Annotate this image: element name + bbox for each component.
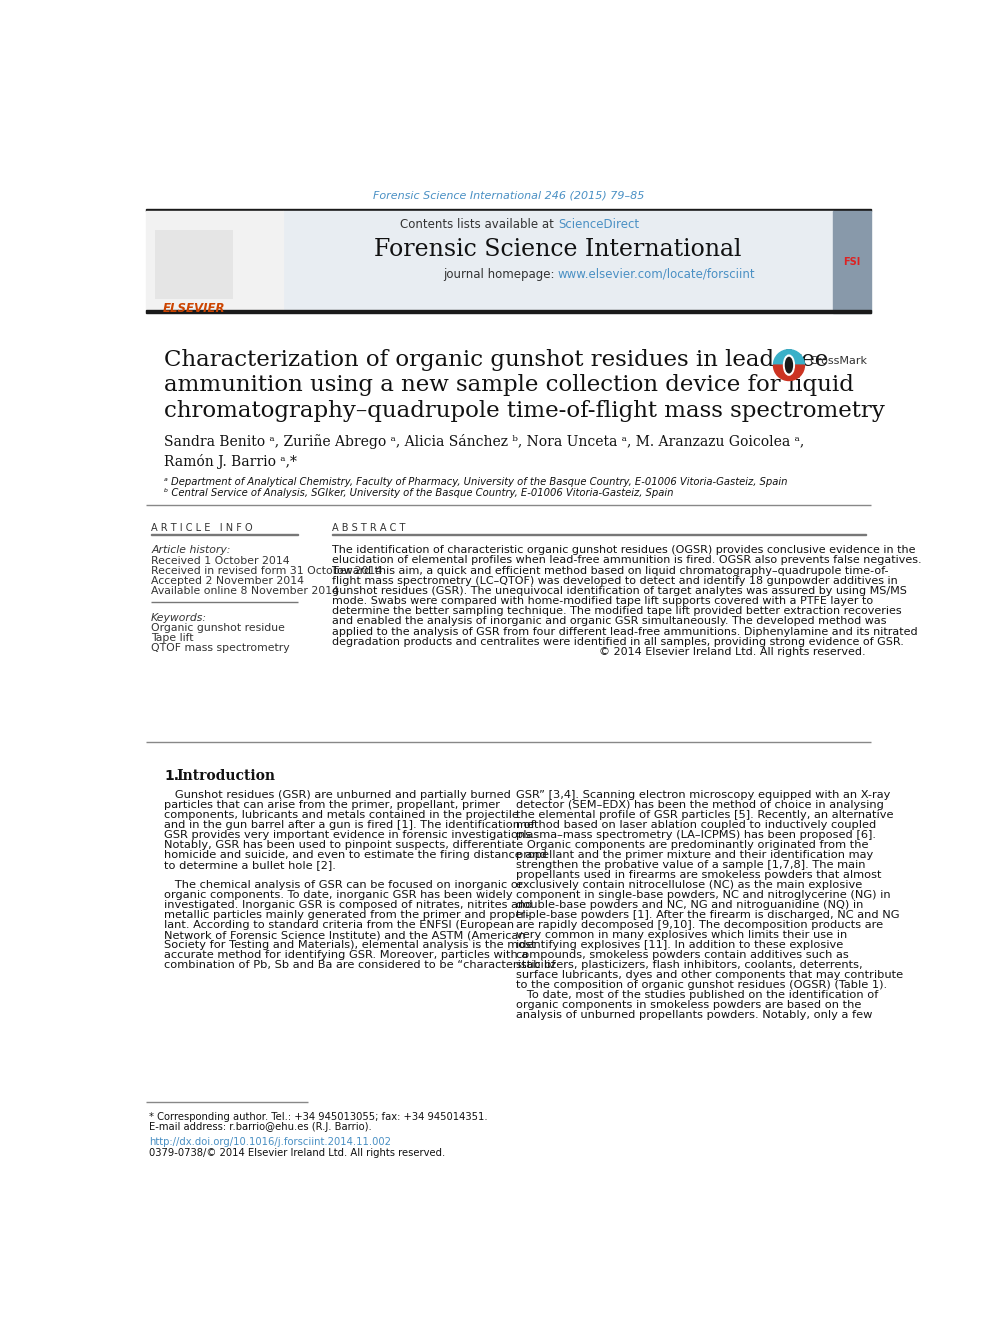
Text: ᵇ Central Service of Analysis, SGIker, University of the Basque Country, E-01006: ᵇ Central Service of Analysis, SGIker, U… [165,488,674,497]
Text: detector (SEM–EDX) has been the method of choice in analysing: detector (SEM–EDX) has been the method o… [516,800,884,810]
Text: 1.: 1. [165,769,180,783]
Text: are rapidly decomposed [9,10]. The decomposition products are: are rapidly decomposed [9,10]. The decom… [516,921,883,930]
Text: organic components. To date, inorganic GSR has been widely: organic components. To date, inorganic G… [165,890,513,900]
Bar [833,212,871,312]
Text: Society for Testing and Materials), elemental analysis is the most: Society for Testing and Materials), elem… [165,941,536,950]
Text: Introduction: Introduction [177,769,276,783]
Text: elucidation of elemental profiles when lead-free ammunition is fired. OGSR also : elucidation of elemental profiles when l… [331,556,922,565]
Text: ScienceDirect: ScienceDirect [558,218,639,230]
Text: organic components in smokeless powders are based on the: organic components in smokeless powders … [516,1000,861,1011]
Text: combination of Pb, Sb and Ba are considered to be “characteristic of: combination of Pb, Sb and Ba are conside… [165,960,556,970]
Text: E-mail address: r.barrio@ehu.es (R.J. Barrio).: E-mail address: r.barrio@ehu.es (R.J. Ba… [149,1122,372,1132]
Text: Forensic Science International 246 (2015) 79–85: Forensic Science International 246 (2015… [373,191,644,201]
Bar [155,230,232,299]
Bar [146,209,871,212]
Text: * Corresponding author. Tel.: +34 945013055; fax: +34 945014351.: * Corresponding author. Tel.: +34 945013… [149,1113,487,1122]
Text: Organic components are predominantly originated from the: Organic components are predominantly ori… [516,840,869,851]
Text: gunshot residues (GSR). The unequivocal identification of target analytes was as: gunshot residues (GSR). The unequivocal … [331,586,907,595]
Text: metallic particles mainly generated from the primer and propel-: metallic particles mainly generated from… [165,910,530,921]
Text: analysis of unburned propellants powders. Notably, only a few: analysis of unburned propellants powders… [516,1011,873,1020]
Text: Received in revised form 31 October 2014: Received in revised form 31 October 2014 [151,566,382,576]
Text: determine the better sampling technique. The modified tape lift provided better : determine the better sampling technique.… [331,606,902,617]
Text: component in single-base powders, NC and nitroglycerine (NG) in: component in single-base powders, NC and… [516,890,891,900]
Text: 0379-0738/© 2014 Elsevier Ireland Ltd. All rights reserved.: 0379-0738/© 2014 Elsevier Ireland Ltd. A… [149,1148,445,1158]
Text: Keywords:: Keywords: [151,613,207,623]
Text: Notably, GSR has been used to pinpoint suspects, differentiate: Notably, GSR has been used to pinpoint s… [165,840,524,851]
Text: the elemental profile of GSR particles [5]. Recently, an alternative: the elemental profile of GSR particles [… [516,810,894,820]
Text: propellant and the primer mixture and their identification may: propellant and the primer mixture and th… [516,851,873,860]
Ellipse shape [784,355,795,376]
Text: CrossMark: CrossMark [809,356,867,366]
Text: Characterization of organic gunshot residues in lead-free: Characterization of organic gunshot resi… [165,349,828,370]
Text: triple-base powders [1]. After the firearm is discharged, NC and NG: triple-base powders [1]. After the firea… [516,910,900,921]
Text: GSR” [3,4]. Scanning electron microscopy equipped with an X-ray: GSR” [3,4]. Scanning electron microscopy… [516,790,891,800]
Text: The chemical analysis of GSR can be focused on inorganic or: The chemical analysis of GSR can be focu… [165,880,523,890]
Text: exclusively contain nitrocellulose (NC) as the main explosive: exclusively contain nitrocellulose (NC) … [516,880,862,890]
Text: ᵃ Department of Analytical Chemistry, Faculty of Pharmacy, University of the Bas: ᵃ Department of Analytical Chemistry, Fa… [165,476,788,487]
Text: Available online 8 November 2014: Available online 8 November 2014 [151,586,339,597]
Text: strengthen the probative value of a sample [1,7,8]. The main: strengthen the probative value of a samp… [516,860,866,871]
Text: to the composition of organic gunshot residues (OGSR) (Table 1).: to the composition of organic gunshot re… [516,980,887,991]
Wedge shape [774,349,805,365]
Bar [146,311,871,312]
Text: investigated. Inorganic GSR is composed of nitrates, nitrites and: investigated. Inorganic GSR is composed … [165,900,533,910]
Text: Network of Forensic Science Institute) and the ASTM (American: Network of Forensic Science Institute) a… [165,930,526,941]
Text: very common in many explosives which limits their use in: very common in many explosives which lim… [516,930,847,941]
Text: FSI: FSI [843,257,860,267]
Text: particles that can arise from the primer, propellant, primer: particles that can arise from the primer… [165,800,500,810]
Text: mode. Swabs were compared with home-modified tape lift supports covered with a P: mode. Swabs were compared with home-modi… [331,597,873,606]
Text: plasma–mass spectrometry (LA–ICPMS) has been proposed [6].: plasma–mass spectrometry (LA–ICPMS) has … [516,831,876,840]
Text: compounds, smokeless powders contain additives such as: compounds, smokeless powders contain add… [516,950,849,960]
Text: The identification of characteristic organic gunshot residues (OGSR) provides co: The identification of characteristic org… [331,545,916,556]
Text: To date, most of the studies published on the identification of: To date, most of the studies published o… [516,991,879,1000]
Text: to determine a bullet hole [2].: to determine a bullet hole [2]. [165,860,336,871]
Text: degradation products and centralites were identified in all samples, providing s: degradation products and centralites wer… [331,636,904,647]
Text: double-base powders and NC, NG and nitroguanidine (NQ) in: double-base powders and NC, NG and nitro… [516,900,863,910]
Text: propellants used in firearms are smokeless powders that almost: propellants used in firearms are smokele… [516,871,882,880]
Text: A R T I C L E   I N F O: A R T I C L E I N F O [151,523,253,533]
Bar [146,212,283,312]
Text: Received 1 October 2014: Received 1 October 2014 [151,556,290,566]
Text: applied to the analysis of GSR from four different lead-free ammunitions. Diphen: applied to the analysis of GSR from four… [331,627,918,636]
Text: and enabled the analysis of inorganic and organic GSR simultaneously. The develo: and enabled the analysis of inorganic an… [331,617,886,627]
Text: method based on laser ablation coupled to inductively coupled: method based on laser ablation coupled t… [516,820,876,831]
Text: stabilizers, plasticizers, flash inhibitors, coolants, deterrents,: stabilizers, plasticizers, flash inhibit… [516,960,863,970]
Text: A B S T R A C T: A B S T R A C T [331,523,405,533]
Text: ELSEVIER: ELSEVIER [163,303,225,315]
Bar [283,212,833,312]
Text: Article history:: Article history: [151,545,230,556]
Text: journal homepage:: journal homepage: [442,267,558,280]
Text: Sandra Benito ᵃ, Zuriñe Abrego ᵃ, Alicia Sánchez ᵇ, Nora Unceta ᵃ, M. Aranzazu G: Sandra Benito ᵃ, Zuriñe Abrego ᵃ, Alicia… [165,434,805,450]
Ellipse shape [786,357,793,373]
Text: Accepted 2 November 2014: Accepted 2 November 2014 [151,576,305,586]
Text: GSR provides very important evidence in forensic investigations.: GSR provides very important evidence in … [165,831,535,840]
Text: Gunshot residues (GSR) are unburned and partially burned: Gunshot residues (GSR) are unburned and … [165,790,511,800]
Text: components, lubricants and metals contained in the projectile: components, lubricants and metals contai… [165,810,519,820]
Wedge shape [774,365,805,381]
Text: lant. According to standard criteria from the ENFSI (European: lant. According to standard criteria fro… [165,921,515,930]
Text: Contents lists available at: Contents lists available at [401,218,558,230]
Text: QTOF mass spectrometry: QTOF mass spectrometry [151,643,290,654]
Text: flight mass spectrometry (LC–QTOF) was developed to detect and identify 18 gunpo: flight mass spectrometry (LC–QTOF) was d… [331,576,898,586]
Text: © 2014 Elsevier Ireland Ltd. All rights reserved.: © 2014 Elsevier Ireland Ltd. All rights … [599,647,866,658]
Text: http://dx.doi.org/10.1016/j.forsciint.2014.11.002: http://dx.doi.org/10.1016/j.forsciint.20… [149,1138,391,1147]
Text: chromatography–quadrupole time-of-flight mass spectrometry: chromatography–quadrupole time-of-flight… [165,400,885,422]
Text: homicide and suicide, and even to estimate the firing distance and: homicide and suicide, and even to estima… [165,851,547,860]
Text: Organic gunshot residue: Organic gunshot residue [151,623,285,634]
Text: Ramón J. Barrio ᵃ,*: Ramón J. Barrio ᵃ,* [165,454,298,470]
Text: ammunition using a new sample collection device for liquid: ammunition using a new sample collection… [165,374,854,397]
Text: Forensic Science International: Forensic Science International [374,238,742,261]
Text: Toward this aim, a quick and efficient method based on liquid chromatography–qua: Toward this aim, a quick and efficient m… [331,566,888,576]
Text: accurate method for identifying GSR. Moreover, particles with a: accurate method for identifying GSR. Mor… [165,950,529,960]
Text: identifying explosives [11]. In addition to these explosive: identifying explosives [11]. In addition… [516,941,843,950]
Text: and in the gun barrel after a gun is fired [1]. The identification of: and in the gun barrel after a gun is fir… [165,820,535,831]
Text: www.elsevier.com/locate/forsciint: www.elsevier.com/locate/forsciint [558,267,756,280]
Text: Tape lift: Tape lift [151,634,193,643]
Text: surface lubricants, dyes and other components that may contribute: surface lubricants, dyes and other compo… [516,970,904,980]
